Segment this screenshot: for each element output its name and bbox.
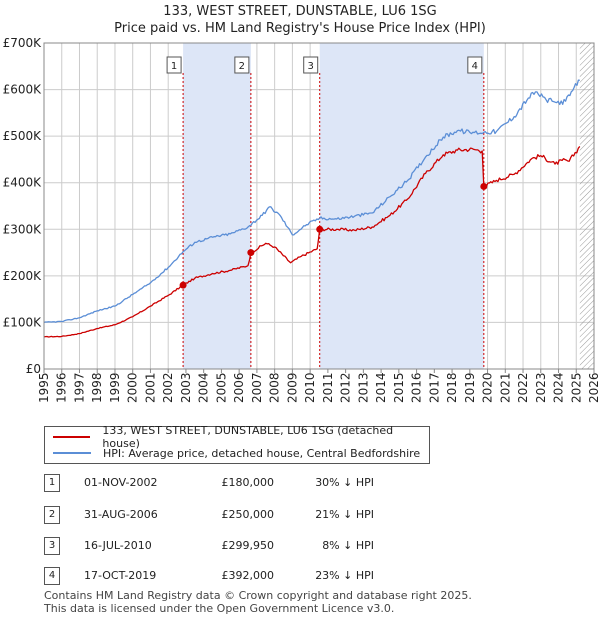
x-tick-label: 2002 — [161, 372, 175, 403]
sale-hpi-diff: 23% ↓ HPI — [315, 569, 374, 582]
ownership-shade — [319, 43, 484, 369]
sale-marker-box — [234, 56, 250, 74]
sale-marker-box — [166, 56, 182, 74]
sale-marker-label: 1 — [171, 61, 177, 72]
legend-item-hpi: HPI: Average price, detached house, Cent… — [53, 445, 420, 461]
x-tick-label: 2025 — [569, 372, 583, 403]
sale-marker-label: 4 — [472, 61, 478, 72]
x-tick-label: 2010 — [303, 372, 317, 403]
x-tick-label: 2019 — [463, 372, 477, 403]
x-tick-label: 2011 — [321, 372, 335, 403]
sale-number-badge: 3 — [44, 537, 60, 555]
sale-date: 01-NOV-2002 — [84, 476, 158, 489]
x-tick-label: 2014 — [374, 372, 388, 403]
sale-hpi-diff: 8% ↓ HPI — [322, 539, 374, 552]
legend-item-property: 133, WEST STREET, DUNSTABLE, LU6 1SG (de… — [53, 424, 429, 450]
x-tick-label: 1995 — [37, 372, 51, 403]
sale-price: £392,000 — [221, 569, 275, 582]
forecast-hatch — [579, 43, 594, 369]
sale-marker-box — [467, 56, 483, 74]
x-tick-label: 2022 — [516, 372, 530, 403]
sale-number-badge: 4 — [44, 567, 60, 585]
sale-hpi-diff: 30% ↓ HPI — [315, 476, 374, 489]
sale-hpi-diff: 21% ↓ HPI — [315, 508, 374, 521]
sale-marker-label: 3 — [308, 61, 314, 72]
x-tick-label: 2008 — [268, 372, 282, 403]
x-tick-label: 2015 — [392, 372, 406, 403]
y-tick-label: £300K — [3, 222, 43, 236]
x-tick-label: 2004 — [197, 372, 211, 403]
sale-date: 31-AUG-2006 — [84, 508, 158, 521]
x-tick-label: 1999 — [108, 372, 122, 403]
x-tick-label: 2007 — [250, 372, 264, 403]
y-tick-label: £400K — [3, 176, 43, 190]
x-tick-label: 2003 — [179, 372, 193, 403]
sale-point — [179, 281, 187, 289]
chart-title: 133, WEST STREET, DUNSTABLE, LU6 1SG — [163, 4, 437, 19]
sale-number-badge: 1 — [44, 474, 60, 492]
x-tick-label: 2009 — [285, 372, 299, 403]
legend-swatch-property — [53, 436, 91, 438]
price-chart: £0 £100K £200K £300K £400K £500K £600K £700K 19… — [3, 36, 600, 403]
legend-swatch-hpi — [53, 452, 91, 454]
plot-frame — [43, 42, 595, 370]
y-tick-label: £100K — [3, 315, 43, 329]
property-price-line — [43, 145, 581, 338]
copyright-note: Contains HM Land Registry data © Crown c… — [44, 589, 472, 602]
sale-price: £299,950 — [221, 539, 275, 552]
license-note: This data is licensed under the Open Gov… — [44, 602, 395, 615]
sale-marker-box — [303, 56, 319, 74]
hpi-line — [43, 79, 580, 324]
x-tick-label: 2016 — [410, 372, 424, 403]
sale-date: 17-OCT-2019 — [84, 569, 157, 582]
x-tick-label: 2006 — [232, 372, 246, 403]
x-tick-label: 2001 — [143, 372, 157, 403]
y-tick-label: £0 — [26, 362, 41, 376]
sale-price: £180,000 — [221, 476, 275, 489]
sale-price: £250,000 — [221, 508, 275, 521]
x-tick-label: 2020 — [481, 372, 495, 403]
x-tick-label: 2017 — [427, 372, 441, 403]
x-tick-label: 2024 — [552, 372, 566, 403]
sale-point — [247, 249, 255, 257]
x-tick-label: 1997 — [72, 372, 86, 403]
x-tick-label: 2005 — [214, 372, 228, 403]
legend: 133, WEST STREET, DUNSTABLE, LU6 1SG (de… — [44, 424, 430, 464]
legend-label-property: 133, WEST STREET, DUNSTABLE, LU6 1SG (de… — [102, 424, 394, 450]
x-tick-label: 1998 — [90, 372, 104, 403]
y-tick-label: £500K — [3, 129, 43, 143]
sale-number-badge: 2 — [44, 506, 60, 524]
x-tick-label: 2026 — [587, 372, 600, 403]
ownership-shade — [183, 43, 251, 369]
sale-date: 16-JUL-2010 — [84, 539, 152, 552]
legend-label-hpi: HPI: Average price, detached house, Cent… — [103, 446, 421, 460]
sale-point — [316, 225, 324, 233]
y-tick-label: £600K — [3, 83, 43, 97]
y-tick-label: £700K — [3, 36, 43, 50]
x-tick-label: 2023 — [534, 372, 548, 403]
chart-subtitle: Price paid vs. HM Land Registry's House … — [114, 21, 486, 36]
x-tick-label: 2012 — [339, 372, 353, 403]
x-tick-label: 2021 — [498, 372, 512, 403]
x-tick-label: 2018 — [445, 372, 459, 403]
x-tick-label: 2013 — [356, 372, 370, 403]
sale-marker-label: 2 — [239, 61, 245, 72]
y-tick-label: £200K — [3, 269, 43, 283]
x-tick-label: 2000 — [126, 372, 140, 403]
sale-point — [480, 182, 488, 190]
x-tick-label: 1996 — [55, 372, 69, 403]
